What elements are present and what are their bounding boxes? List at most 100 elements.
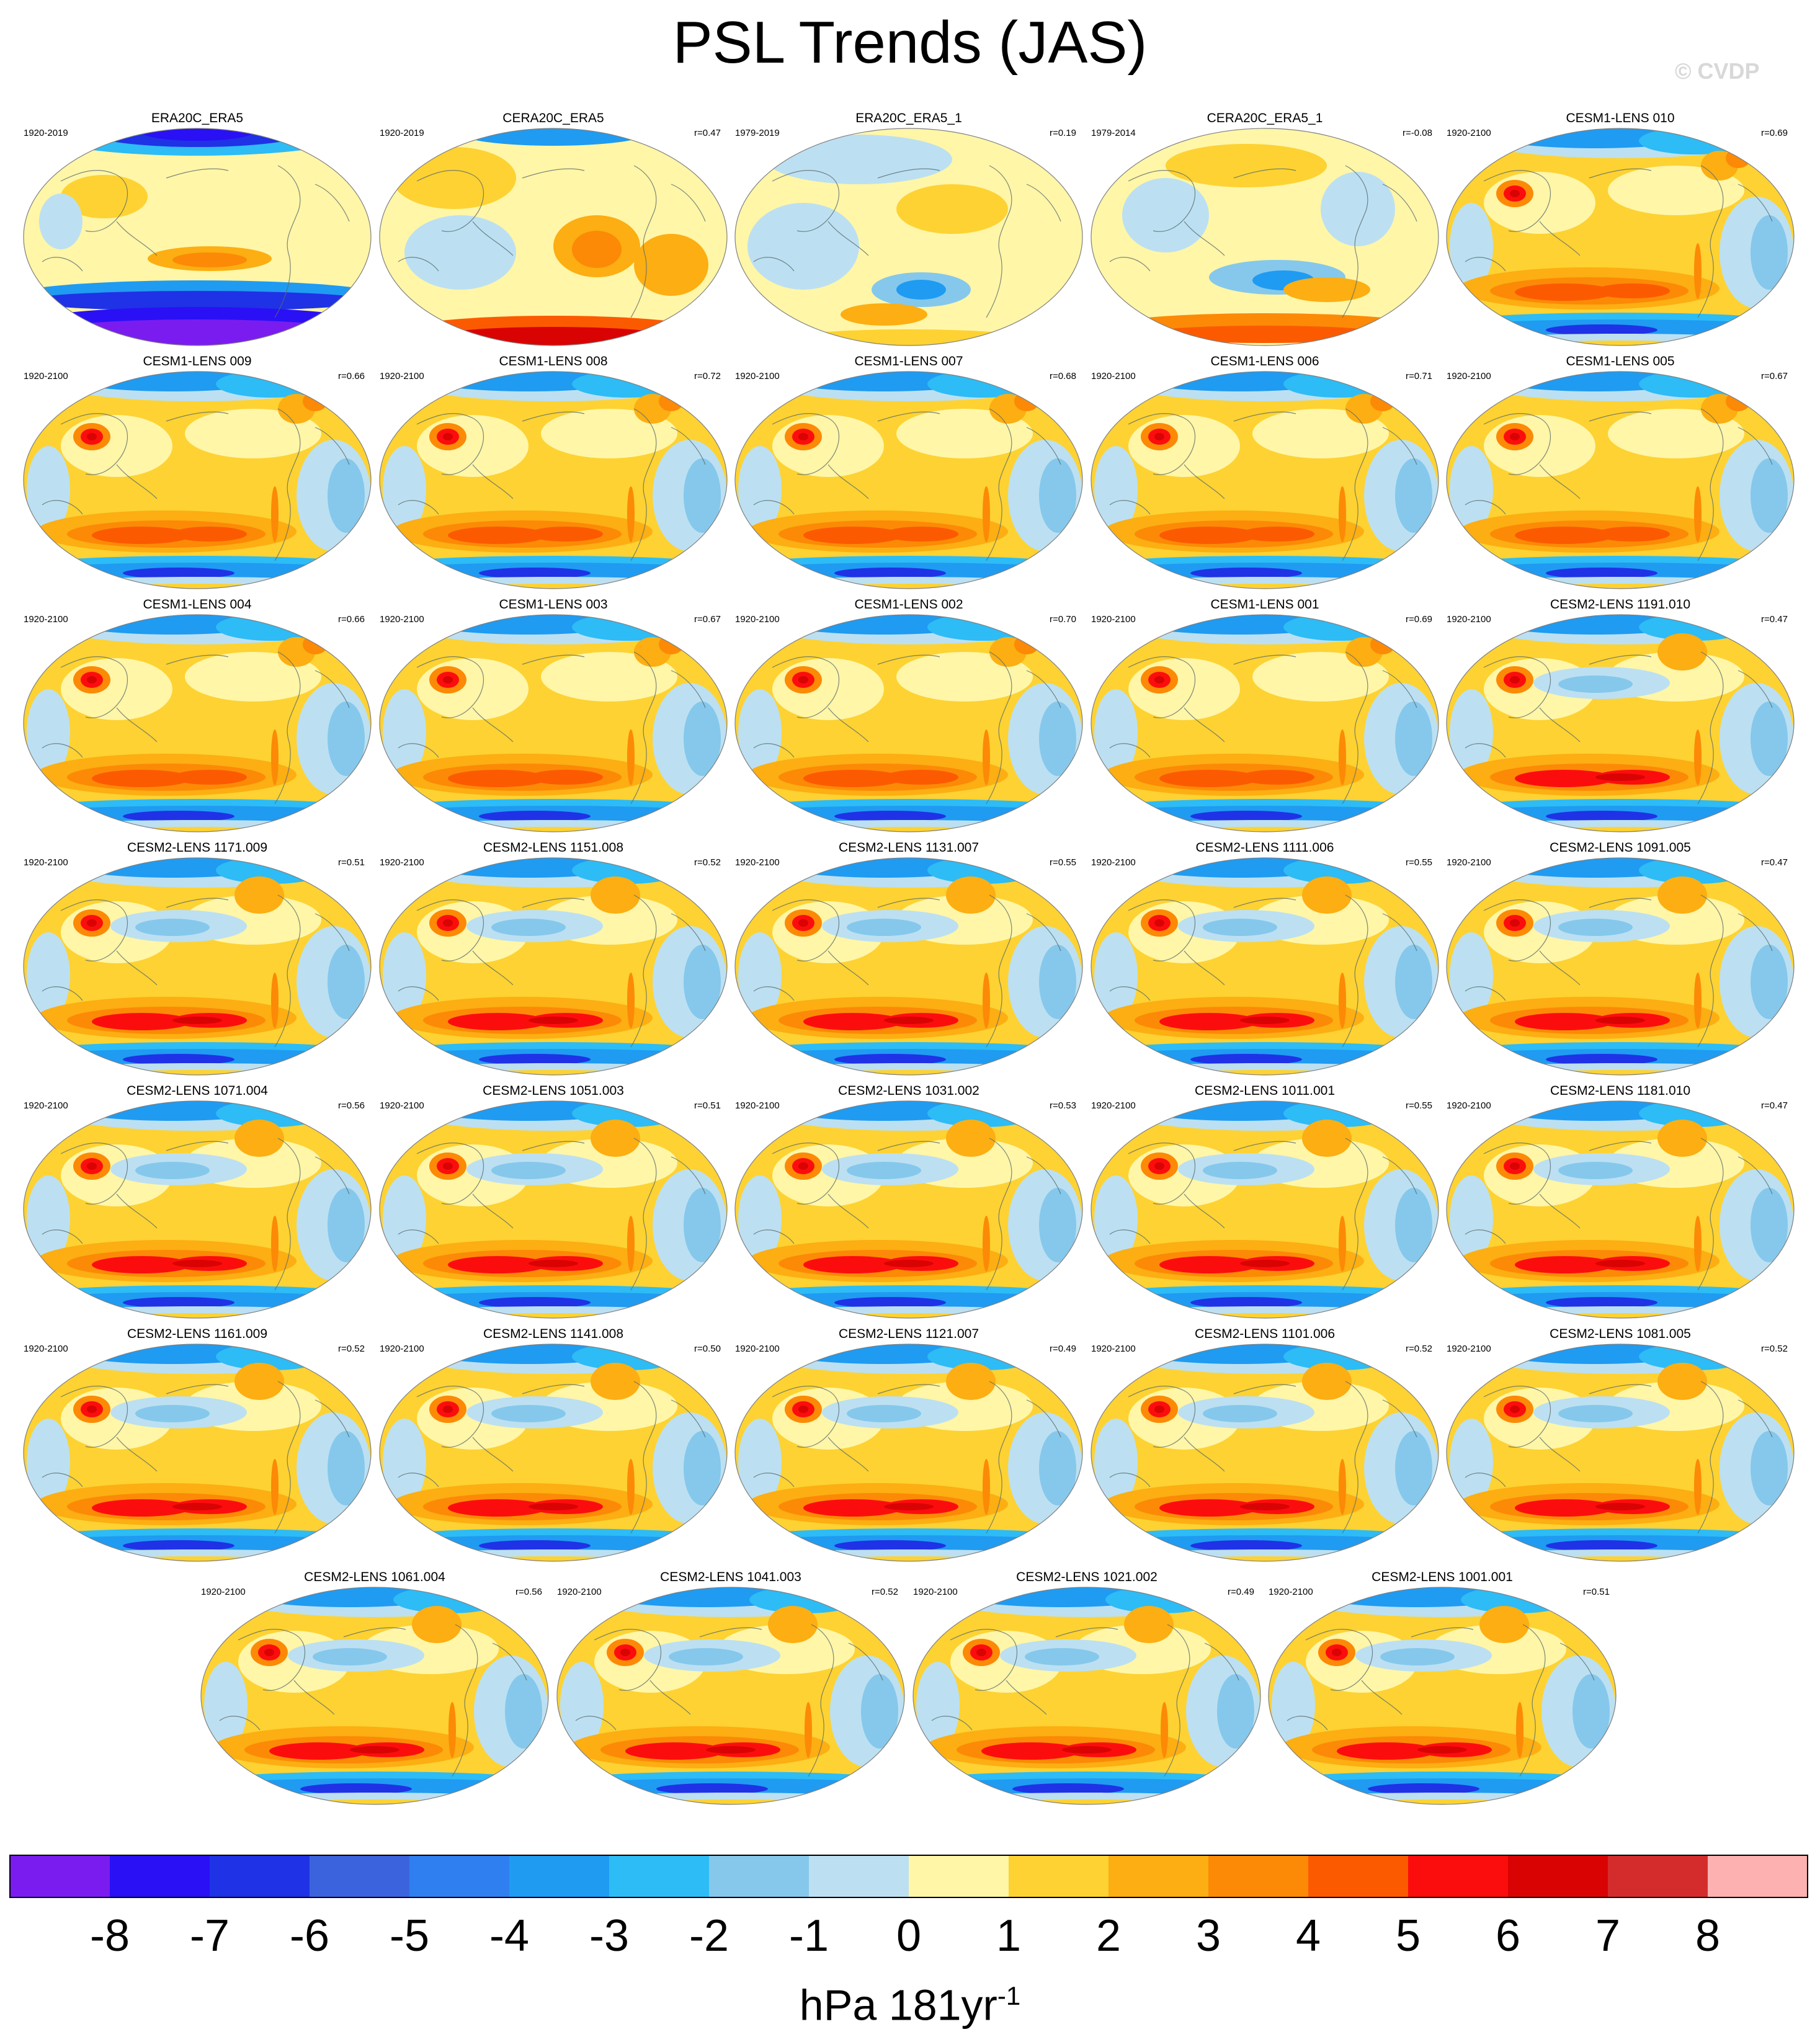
- pale-zone: [417, 658, 529, 720]
- panel-correlation: r=0.69: [1406, 614, 1432, 625]
- coastline: [1164, 1624, 1190, 1777]
- coastline: [772, 170, 840, 232]
- coastline: [343, 1627, 406, 1638]
- southern-band: [1595, 1503, 1645, 1510]
- southern-band: [1240, 1260, 1290, 1267]
- panel-period: 1920-2100: [1091, 371, 1136, 381]
- southern-band: [1159, 1499, 1259, 1517]
- coastline: [1342, 651, 1368, 805]
- north-america-anomaly: [1657, 1120, 1707, 1157]
- southern-band: [529, 1017, 578, 1024]
- southern-band: [803, 1013, 903, 1030]
- atlantic-anomaly: [1395, 458, 1432, 533]
- map-field: [24, 1101, 371, 1318]
- map-field: [1091, 128, 1439, 345]
- coastline: [827, 221, 869, 256]
- coastline: [219, 1716, 261, 1731]
- north-america-anomaly: [1302, 876, 1352, 914]
- map-panel: CESM1-LENS 003 1920-2100 r=0.67: [379, 597, 728, 832]
- indian-anomaly: [383, 1419, 426, 1505]
- coastline: [60, 1386, 128, 1448]
- coastline: [827, 464, 869, 499]
- coastline: [630, 651, 657, 805]
- panel-title: CESM1-LENS 003: [499, 597, 607, 612]
- coastline: [522, 898, 585, 908]
- map-border: [1446, 371, 1795, 589]
- southern-band: [1159, 770, 1259, 787]
- coastline: [630, 165, 657, 318]
- coastline: [1361, 1680, 1403, 1715]
- antarctic-ring: [1190, 811, 1302, 822]
- field-anomaly: [1122, 178, 1209, 252]
- panel-title: ERA20C_ERA5_1: [855, 111, 962, 125]
- map-border: [1446, 128, 1795, 346]
- panel-title: CESM1-LENS 006: [1210, 354, 1319, 368]
- asia-anomaly: [798, 1406, 808, 1413]
- panel-title: CESM2-LENS 1101.006: [1195, 1327, 1335, 1341]
- coastline: [1287, 1716, 1328, 1731]
- atlantic-anomaly: [1751, 458, 1788, 533]
- coastline: [416, 656, 484, 718]
- map-panel: CESM2-LENS 1181.010 1920-2100 r=0.47: [1446, 1084, 1795, 1319]
- panel-title: CESM2-LENS 1191.010: [1550, 597, 1690, 612]
- colorbar-segment: [809, 1855, 909, 1897]
- map-field: [1091, 615, 1439, 832]
- indian-anomaly: [1094, 689, 1138, 776]
- panel-correlation: r=0.51: [338, 857, 365, 868]
- southern-band: [448, 1499, 547, 1517]
- map-field: [1447, 128, 1794, 345]
- panel-title: CESM1-LENS 002: [854, 597, 963, 612]
- coastline: [416, 899, 484, 961]
- coastline: [630, 1138, 657, 1291]
- coastline: [1233, 168, 1296, 179]
- coastline: [398, 500, 439, 515]
- andes-anomaly: [1339, 973, 1346, 1028]
- coastline: [1233, 654, 1296, 665]
- map-border: [1091, 857, 1439, 1076]
- indian-anomaly: [383, 932, 426, 1019]
- map-panel: CESM1-LENS 006 1920-2100 r=0.71: [1091, 354, 1439, 589]
- southern-band: [803, 1499, 903, 1517]
- coastline: [1697, 408, 1724, 561]
- panel-title: CESM1-LENS 004: [143, 597, 251, 612]
- coastline: [630, 408, 657, 561]
- indian-anomaly: [1450, 689, 1493, 776]
- pale-zone: [1128, 415, 1240, 477]
- north-america-anomaly: [1014, 635, 1039, 654]
- andes-anomaly: [983, 729, 990, 785]
- southern-band: [529, 1503, 578, 1510]
- indian-anomaly: [1094, 1419, 1138, 1505]
- north-america-anomaly: [303, 635, 328, 654]
- andes-anomaly: [448, 1702, 456, 1758]
- atlantic-anomaly: [861, 1674, 898, 1749]
- panel-title: CESM2-LENS 1111.006: [1196, 840, 1334, 855]
- panel-title: CESM2-LENS 1131.007: [839, 840, 979, 855]
- andes-anomaly: [271, 1216, 279, 1272]
- atlantic-anomaly: [328, 1188, 365, 1262]
- southern-band: [172, 1017, 222, 1024]
- indian-anomaly: [738, 932, 782, 1019]
- andes-anomaly: [1339, 486, 1346, 542]
- panel-correlation: r=0.67: [1761, 371, 1788, 381]
- andes-anomaly: [627, 1459, 635, 1515]
- panel-period: 1920-2100: [24, 371, 68, 381]
- coastline: [398, 257, 439, 272]
- atlantic-anomaly: [1039, 458, 1076, 533]
- asia-anomaly: [976, 1649, 986, 1656]
- pale-zone: [61, 415, 172, 477]
- figure-title: PSL Trends (JAS): [672, 9, 1148, 76]
- coastline: [808, 1624, 834, 1777]
- map-panel: ERA20C_ERA5_1 1979-2019 r=0.19: [734, 111, 1083, 346]
- north-america-anomaly: [659, 391, 684, 411]
- colorbar-segment: [909, 1855, 1009, 1897]
- panel-period: 1920-2100: [913, 1587, 958, 1597]
- coastline: [877, 654, 940, 665]
- asia-anomaly: [87, 919, 97, 927]
- map-panel: CERA20C_ERA5 1920-2019 r=0.47: [379, 111, 728, 346]
- panel-title: CESM2-LENS 1181.010: [1550, 1084, 1690, 1098]
- panel-period: 1920-2100: [380, 1344, 424, 1354]
- map-border: [23, 371, 372, 589]
- colorbar-tick-label: -1: [789, 1911, 829, 1961]
- southern-band: [92, 1256, 191, 1273]
- coastline: [116, 464, 158, 499]
